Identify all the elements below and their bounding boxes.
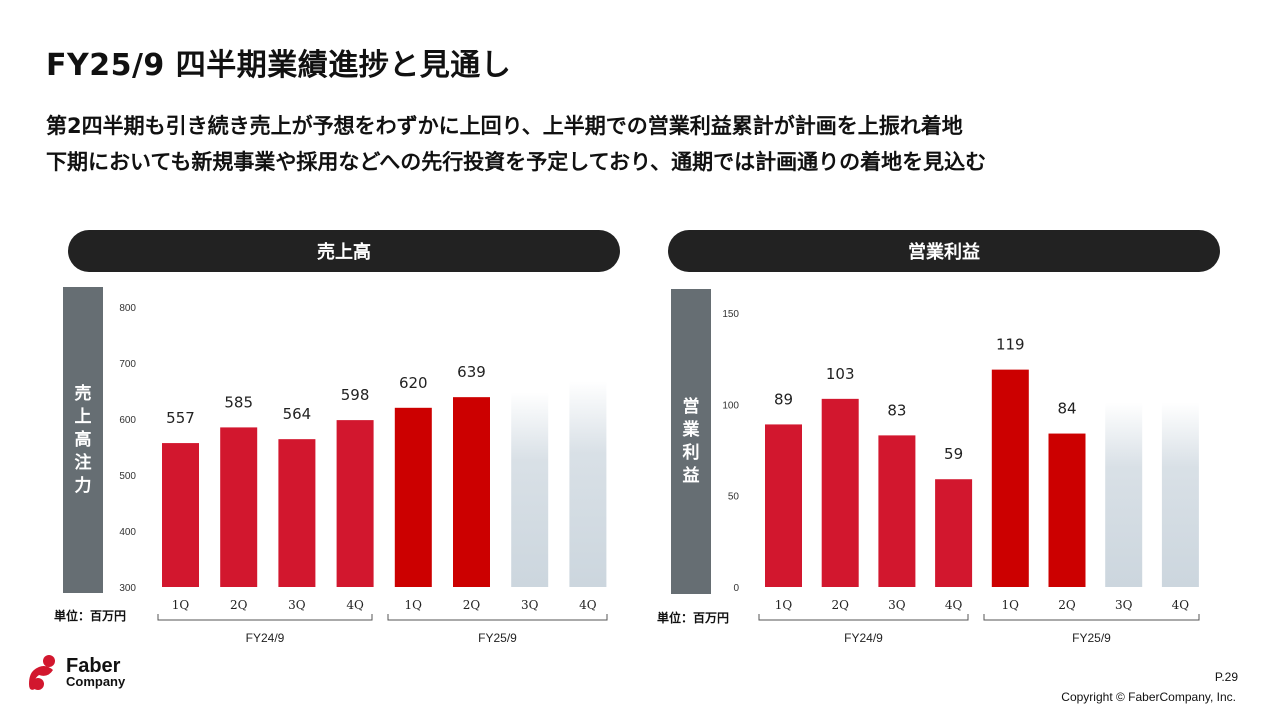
group-bracket xyxy=(157,614,373,621)
x-tick-label: 2Q xyxy=(831,598,849,612)
side-label-char: 営 xyxy=(682,396,700,417)
data-label: 585 xyxy=(224,393,253,411)
bar xyxy=(821,398,859,587)
group-label: FY24/9 xyxy=(844,631,883,645)
x-tick-label: 2Q xyxy=(1058,598,1076,612)
data-label: 103 xyxy=(826,365,855,383)
data-label: 59 xyxy=(944,445,963,463)
bar xyxy=(511,392,549,587)
y-tick-label: 800 xyxy=(119,303,136,314)
brand-name-line1: Faber xyxy=(66,655,121,677)
bar xyxy=(1105,402,1143,587)
side-label-char: 力 xyxy=(74,475,92,496)
bar xyxy=(878,435,916,587)
bar xyxy=(1048,433,1086,587)
side-label-char: 業 xyxy=(682,419,700,440)
y-tick-label: 50 xyxy=(728,492,740,503)
x-tick-label: 4Q xyxy=(1172,598,1190,612)
bar xyxy=(220,427,258,587)
x-tick-label: 1Q xyxy=(405,598,423,612)
group-bracket xyxy=(983,614,1200,621)
bar xyxy=(453,397,490,587)
group-label: FY25/9 xyxy=(1072,631,1111,645)
data-label: 557 xyxy=(166,409,195,427)
profit-side-label: 営業利益 xyxy=(671,289,711,594)
data-label: 564 xyxy=(283,405,312,423)
y-tick-label: 500 xyxy=(119,471,136,482)
x-tick-label: 3Q xyxy=(521,598,539,612)
side-label-char: 高 xyxy=(74,429,92,450)
group-label: FY24/9 xyxy=(246,631,285,645)
bar xyxy=(162,443,199,587)
group-label: FY25/9 xyxy=(478,631,517,645)
x-tick-label: 3Q xyxy=(1115,598,1133,612)
y-tick-label: 400 xyxy=(119,527,136,538)
x-tick-label: 1Q xyxy=(172,598,190,612)
data-label: 598 xyxy=(341,386,370,404)
bar xyxy=(935,479,973,587)
x-tick-label: 1Q xyxy=(1002,598,1020,612)
side-label-char: 注 xyxy=(74,452,92,473)
sales-chart-header: 売上高 xyxy=(68,230,620,272)
data-label: 119 xyxy=(996,336,1025,354)
side-label-char: 益 xyxy=(682,465,700,486)
bar xyxy=(394,407,432,587)
y-tick-label: 300 xyxy=(119,583,136,594)
y-tick-label: 150 xyxy=(722,309,739,320)
bar xyxy=(336,420,374,587)
page-number: P.29 xyxy=(1214,670,1238,684)
y-tick-label: 100 xyxy=(722,400,739,411)
side-label-char: 利 xyxy=(682,442,700,463)
brand-logo: Faber Company xyxy=(26,654,125,694)
subtitle-line-1: 第2四半期も引き続き売上が予想をわずかに上回り、上半期での営業利益累計が計画を上… xyxy=(46,114,963,138)
bar xyxy=(569,380,607,587)
y-tick-label: 0 xyxy=(733,583,739,594)
data-label: 84 xyxy=(1057,400,1076,418)
faber-logo-icon xyxy=(29,655,55,690)
group-bracket xyxy=(758,614,969,621)
x-tick-label: 4Q xyxy=(579,598,597,612)
x-tick-label: 1Q xyxy=(775,598,793,612)
bar xyxy=(1161,402,1199,587)
data-label: 89 xyxy=(774,390,793,408)
data-label: 620 xyxy=(399,374,428,392)
brand-name-line2: Company xyxy=(66,674,126,689)
subtitle-line-2: 下期においても新規事業や採用などへの先行投資を予定しており、通期では計画通りの着… xyxy=(46,150,987,174)
x-tick-label: 2Q xyxy=(463,598,481,612)
y-tick-label: 700 xyxy=(119,359,136,370)
x-tick-label: 4Q xyxy=(346,598,364,612)
sales-side-label: 売上高注力 xyxy=(63,287,103,593)
sales-unit-label: 単位：百万円 xyxy=(54,609,127,623)
copyright: Copyright © FaberCompany, Inc. xyxy=(1061,690,1236,704)
side-label-char: 売 xyxy=(74,383,92,404)
bar xyxy=(765,424,802,587)
profit-chart-header: 営業利益 xyxy=(668,230,1220,272)
y-tick-label: 600 xyxy=(119,415,136,426)
side-label-char: 上 xyxy=(74,406,92,427)
bar xyxy=(991,369,1029,587)
x-tick-label: 3Q xyxy=(288,598,306,612)
data-label: 639 xyxy=(457,363,486,381)
x-tick-label: 2Q xyxy=(230,598,248,612)
group-bracket xyxy=(387,614,608,621)
x-tick-label: 4Q xyxy=(945,598,963,612)
data-label: 83 xyxy=(887,401,906,419)
bar xyxy=(278,439,316,587)
profit-unit-label: 単位：百万円 xyxy=(657,611,730,625)
page-title: FY25/9 四半期業績進捗と見通し xyxy=(46,48,512,83)
x-tick-label: 3Q xyxy=(888,598,906,612)
